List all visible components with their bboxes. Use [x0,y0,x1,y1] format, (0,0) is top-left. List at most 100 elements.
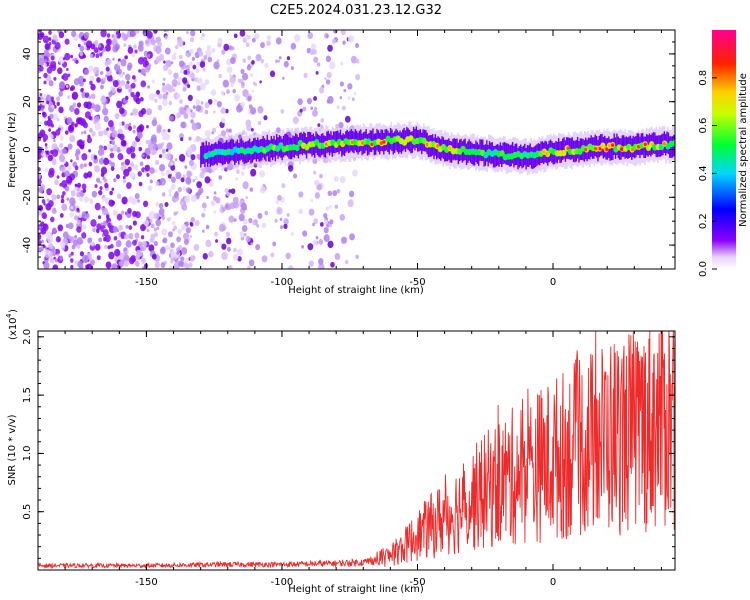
spectrogram-noise-blob [183,262,188,268]
spectrogram-noise-blob [54,179,59,186]
spectrogram-noise-blob [238,213,245,222]
spectrogram-noise-blob [90,83,96,91]
spectrogram-noise-blob [96,77,101,83]
spectrogram-noise-blob [132,75,136,80]
spectrogram-noise-blob [108,199,115,207]
spectrogram-noise-blob [176,112,182,119]
spectrogram-noise-blob [42,223,49,232]
spectrogram-noise-blob [334,253,341,261]
spectrogram-ridge-band [276,134,278,156]
spectrogram-noise-blob [221,243,227,250]
spectrogram-noise-blob [78,213,82,219]
spectrogram-noise-blob [51,143,58,151]
spectrogram-noise-blob [127,207,132,214]
spectrogram-noise-blob [154,261,160,269]
spectrogram-noise-blob [161,151,167,159]
spectrogram-noise-blob [104,182,109,189]
spectrogram-noise-blob [290,66,294,71]
spectrogram-noise-blob [75,59,79,64]
spectrogram-ridge-band [201,142,203,164]
spectrogram-noise-blob [53,256,56,260]
spectrogram-noise-blob [103,178,108,183]
spectrogram-noise-blob [226,89,230,94]
spectrogram-noise-blob [248,259,255,267]
spectrogram-noise-blob [171,79,178,87]
spectrogram-noise-blob [43,261,50,269]
spectrogram-ridge-peak [584,147,588,152]
spectrogram-noise-blob [231,46,235,51]
spectrogram-ridge-peak [643,142,647,147]
spectrogram-noise-blob [340,236,347,244]
spectrogram-noise-blob [203,55,208,60]
spectrogram-noise-blob [106,38,111,45]
spectrogram-noise-blob [220,117,226,124]
snr-plot-area [38,331,675,570]
spectrogram-ridge-band [576,136,579,159]
spectrogram-noise-blob [101,207,109,216]
spectrogram-ridge-band [372,128,374,151]
spectrogram-noise-blob [137,171,142,177]
spectrogram-ridge-peak [571,150,576,154]
spectrogram-noise-blob [120,58,127,67]
spectrogram-noise-blob [71,91,79,100]
spectrogram-noise-blob [347,96,351,100]
spectrogram-noise-blob [187,84,191,88]
spectrogram-noise-blob [276,206,283,215]
spectrogram-noise-blob [137,44,144,52]
spectrogram-noise-blob [38,58,45,67]
spectrogram-noise-blob [128,88,132,93]
spectrogram-noise-blob [84,111,91,119]
spectrogram-noise-blob [132,129,136,134]
spectrogram-noise-blob [148,211,155,220]
spectrogram-noise-blob [318,238,324,245]
spectrogram-noise-blob [127,46,134,54]
spectrogram-noise-blob [69,197,76,206]
spectrogram-noise-blob [137,56,145,65]
spectrogram-noise-blob [150,223,155,229]
spectrogram-noise-blob [83,196,90,203]
spectrogram-noise-blob [184,195,191,203]
spectrogram-noise-blob [254,82,257,87]
spectrogram-noise-blob [315,71,319,75]
spectrogram-noise-blob [189,255,195,262]
spectrogram-noise-blob [70,258,74,263]
spectrogram-noise-blob [94,202,101,211]
spectrogram-noise-blob [161,172,165,177]
spectrogram-noise-blob [218,73,222,79]
spectrogram-noise-blob [97,148,105,157]
spectrogram-noise-blob [73,78,80,86]
spectrogram-noise-blob [48,170,55,178]
spectrogram-noise-blob [62,73,69,81]
spectrogram-noise-blob [102,220,108,227]
spectrogram-noise-blob [230,83,234,88]
spectrogram-noise-blob [161,215,165,220]
spectrogram-noise-blob [78,195,84,202]
spectrogram-noise-blob [181,223,187,231]
spectrogram-noise-blob [259,170,266,178]
spectrogram-noise-blob [112,144,118,152]
spectrogram-noise-blob [130,30,137,38]
spectrogram-noise-blob [144,164,151,172]
spectrogram-y-tick-label: -40 [22,237,33,253]
spectrogram-noise-blob [220,107,226,114]
spectrogram-noise-blob [312,48,317,55]
spectrogram-noise-blob [241,130,246,136]
spectrogram-noise-blob [134,193,140,200]
spectrogram-noise-blob [146,172,150,177]
spectrogram-noise-blob [111,87,116,93]
spectrogram-noise-blob [210,89,217,96]
spectrogram-ridge-peak [617,145,621,150]
spectrogram-noise-blob [58,81,66,90]
spectrogram-noise-blob [228,189,232,193]
spectrogram-noise-blob [111,130,118,138]
spectrogram-noise-blob [257,212,263,219]
spectrogram-ridge-band [392,132,394,155]
spectrogram-noise-blob [213,191,217,195]
spectrogram-noise-blob [177,38,184,47]
spectrogram-noise-blob [50,55,55,61]
spectrogram-noise-blob [201,212,206,218]
spectrogram-noise-blob [112,57,115,61]
spectrogram-noise-blob [84,92,90,99]
spectrogram-noise-blob [76,244,81,249]
spectrogram-noise-blob [94,165,100,173]
